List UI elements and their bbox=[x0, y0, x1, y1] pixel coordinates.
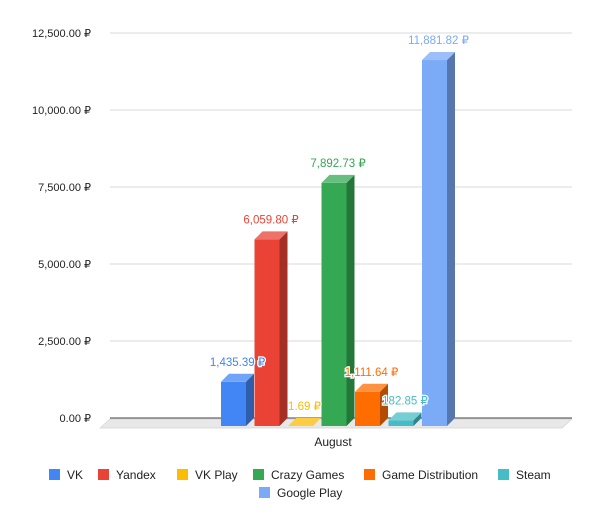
legend-item-vk-play[interactable]: VK Play bbox=[177, 468, 238, 482]
bar-front bbox=[221, 381, 246, 426]
bar-top bbox=[321, 174, 355, 183]
data-label-steam: 182.85 ₽ bbox=[382, 395, 428, 407]
legend-swatch bbox=[177, 469, 188, 480]
data-labels: 1,435.39 ₽ 6,059.80 ₽ 1.69 ₽ 7,892.73 ₽ 1,11… bbox=[209, 34, 471, 414]
bar-front bbox=[254, 239, 280, 426]
bar-side bbox=[346, 174, 355, 426]
bar-top bbox=[422, 52, 455, 61]
y-tick-label: 12,500.00 ₽ bbox=[32, 28, 91, 40]
bar-side bbox=[246, 373, 254, 426]
legend-item-google-play[interactable]: Google Play bbox=[259, 486, 342, 500]
legend-swatch bbox=[364, 469, 375, 480]
bar-front bbox=[422, 60, 447, 426]
bar-side bbox=[380, 383, 388, 426]
bar-yandex bbox=[254, 231, 288, 426]
y-tick-label: 10,000.00 ₽ bbox=[32, 105, 91, 117]
bar-crazy-games bbox=[321, 174, 355, 426]
bar-google-play bbox=[422, 52, 455, 426]
y-tick-label: 5,000.00 ₽ bbox=[38, 259, 91, 271]
y-tick-label: 7,500.00 ₽ bbox=[38, 182, 91, 194]
legend-item-crazy-games[interactable]: Crazy Games bbox=[253, 468, 344, 482]
y-axis: 0.00 ₽ 2,500.00 ₽ 5,000.00 ₽ 7,500.00 ₽ 10,0… bbox=[32, 28, 91, 425]
data-label-game-distribution: 1,111.64 ₽ bbox=[345, 367, 399, 379]
y-tick-label: 0.00 ₽ bbox=[60, 413, 91, 425]
legend-swatch bbox=[253, 469, 264, 480]
data-label-google-play: 11,881.82 ₽ bbox=[408, 35, 469, 47]
legend-label: Google Play bbox=[277, 486, 342, 500]
legend-label: VK bbox=[67, 468, 83, 482]
legend-label: Crazy Games bbox=[271, 468, 344, 482]
bar-side bbox=[313, 417, 321, 426]
bar-side bbox=[447, 52, 455, 426]
bar-front bbox=[355, 391, 380, 426]
legend-swatch bbox=[259, 487, 270, 498]
legend-swatch bbox=[98, 469, 109, 480]
bar-top bbox=[388, 412, 422, 421]
data-label-crazy-games: 7,892.73 ₽ bbox=[310, 158, 365, 170]
legend-item-vk[interactable]: VK bbox=[49, 468, 83, 482]
bar-front bbox=[321, 182, 347, 426]
legend-label: VK Play bbox=[195, 468, 238, 482]
bar-vk bbox=[221, 373, 254, 426]
bars bbox=[221, 52, 455, 426]
data-label-vk-play: 1.69 ₽ bbox=[288, 401, 321, 413]
bar-front bbox=[388, 420, 414, 426]
bar-vk-play bbox=[288, 417, 321, 426]
legend: VK Yandex VK Play Crazy Games Game Distribut… bbox=[49, 468, 551, 500]
legend-swatch bbox=[49, 469, 60, 480]
bar-steam bbox=[388, 412, 422, 426]
legend-swatch bbox=[498, 469, 509, 480]
legend-label: Yandex bbox=[116, 468, 156, 482]
legend-item-yandex[interactable]: Yandex bbox=[98, 468, 156, 482]
category-label-august: August bbox=[314, 435, 352, 449]
legend-item-game-distribution[interactable]: Game Distribution bbox=[364, 468, 478, 482]
data-label-yandex: 6,059.80 ₽ bbox=[243, 214, 298, 226]
bar-top bbox=[221, 373, 254, 382]
bar-top bbox=[254, 231, 288, 240]
y-tick-label: 2,500.00 ₽ bbox=[38, 336, 91, 348]
bar-side bbox=[279, 231, 288, 426]
bar-side bbox=[413, 412, 422, 426]
bar-top bbox=[355, 383, 388, 392]
data-label-vk: 1,435.39 ₽ bbox=[210, 357, 265, 369]
legend-label: Steam bbox=[516, 468, 551, 482]
bar-game-distribution bbox=[355, 383, 388, 426]
bar-top bbox=[288, 417, 321, 426]
legend-item-steam[interactable]: Steam bbox=[498, 468, 551, 482]
legend-label: Game Distribution bbox=[382, 468, 478, 482]
